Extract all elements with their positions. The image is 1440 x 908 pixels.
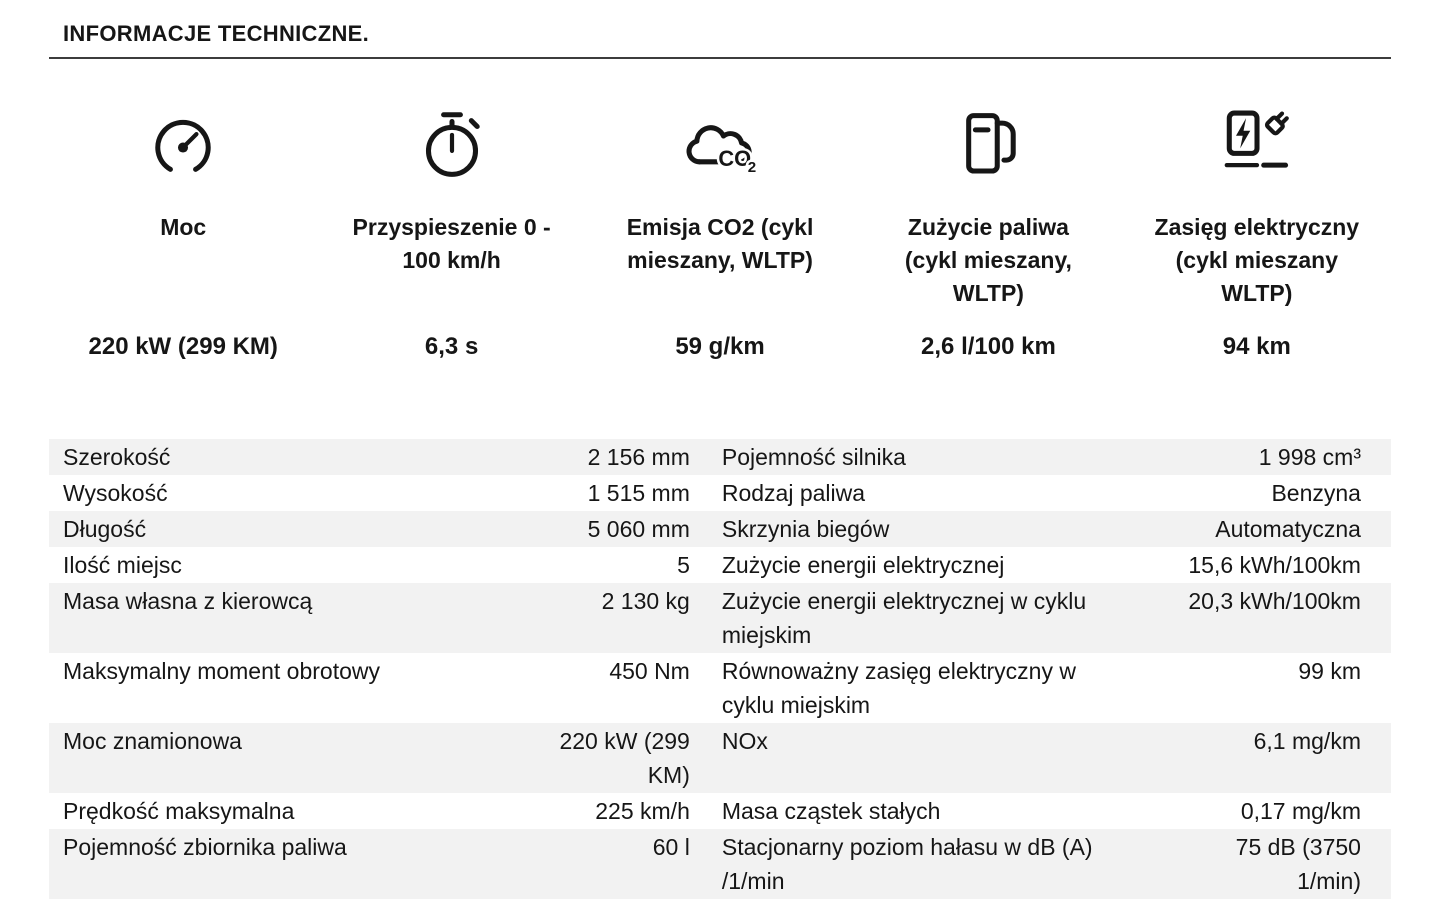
highlight-co2: CO 2 Emisja CO2 (cykl mieszany, WLTP) 59… bbox=[586, 103, 854, 361]
spec-row: Prędkość maksymalna 225 km/h Masa cząste… bbox=[49, 793, 1391, 829]
spec-row: Szerokość 2 156 mm Pojemność silnika 1 9… bbox=[49, 439, 1391, 475]
stopwatch-icon bbox=[410, 103, 494, 187]
highlight-value: 94 km bbox=[1222, 333, 1291, 360]
spec-value: 6,1 mg/km bbox=[1253, 728, 1361, 754]
highlight-value: 2,6 l/100 km bbox=[921, 333, 1056, 360]
spec-row: Moc znamionowa 220 kW (299 KM) NOx 6,1 m… bbox=[49, 723, 1391, 793]
highlight-label: Moc bbox=[160, 214, 207, 240]
co2-subscript: 2 bbox=[748, 159, 756, 176]
highlight-label: Emisja CO2 (cykl mieszany, WLTP) bbox=[626, 214, 814, 273]
spec-label: Wysokość bbox=[63, 480, 168, 506]
spec-label: Zużycie energii elektrycznej bbox=[721, 552, 1005, 578]
spec-value: 5 060 mm bbox=[587, 516, 690, 542]
spec-value: 2 130 kg bbox=[601, 588, 690, 614]
title-divider bbox=[49, 57, 1391, 59]
spec-row: Masa własna z kierowcą 2 130 kg Zużycie … bbox=[49, 583, 1391, 653]
spec-value: Automatyczna bbox=[1215, 516, 1361, 542]
spec-label: Masa cząstek stałych bbox=[721, 798, 941, 824]
spec-label: Pojemność silnika bbox=[721, 444, 906, 470]
spec-value: Benzyna bbox=[1271, 480, 1361, 506]
spec-row: Wysokość 1 515 mm Rodzaj paliwa Benzyna bbox=[49, 475, 1391, 511]
spec-value: EU6d bbox=[530, 900, 690, 908]
spec-row: Norma emisji spalin EU6d Hałas zewnętrzn… bbox=[49, 899, 1391, 908]
highlight-value: 220 kW (299 KM) bbox=[88, 333, 278, 360]
spec-label: Stacjonarny poziom hałasu w dB (A) /1/mi… bbox=[721, 834, 1093, 894]
spec-value: 75 dB (3750 1/min) bbox=[1235, 834, 1361, 894]
spec-label: Ilość miejsc bbox=[63, 552, 182, 578]
spec-value: 1 998 cm³ bbox=[1258, 444, 1361, 470]
spec-label: Moc znamionowa bbox=[63, 728, 242, 754]
spec-label: Pojemność zbiornika paliwa bbox=[63, 834, 347, 860]
spec-label: Maksymalny moment obrotowy bbox=[63, 658, 380, 684]
highlights-row: Moc 220 kW (299 KM) Przyspieszenie 0 - 1… bbox=[49, 103, 1391, 361]
spec-label: Prędkość maksymalna bbox=[63, 798, 295, 824]
ev-charger-icon bbox=[1215, 103, 1299, 187]
spec-row: Maksymalny moment obrotowy 450 Nm Równow… bbox=[49, 653, 1391, 723]
spec-label: Norma emisji spalin bbox=[63, 900, 530, 908]
co2-text: CO bbox=[718, 146, 751, 171]
highlight-acceleration: Przyspieszenie 0 - 100 km/h 6,3 s bbox=[317, 103, 585, 361]
highlight-value: 59 g/km bbox=[675, 333, 765, 360]
spec-value: 2 156 mm bbox=[587, 444, 690, 470]
spec-label: Hałas zewnętrzny dB(A) bbox=[722, 900, 979, 908]
spec-label: Rodzaj paliwa bbox=[721, 480, 866, 506]
spec-row: Pojemność zbiornika paliwa 60 l Stacjona… bbox=[49, 829, 1391, 899]
co2-cloud-icon: CO 2 bbox=[678, 103, 762, 187]
spec-value: 1 515 mm bbox=[587, 480, 690, 506]
spec-value: 0,17 mg/km bbox=[1240, 798, 1361, 824]
spec-table: Szerokość 2 156 mm Pojemność silnika 1 9… bbox=[49, 439, 1391, 908]
highlight-label: Zasięg elektryczny (cykl mieszany WLTP) bbox=[1154, 214, 1360, 306]
spec-value: 20,3 kWh/100km bbox=[1188, 588, 1361, 614]
spec-row: Długość 5 060 mm Skrzynia biegów Automat… bbox=[49, 511, 1391, 547]
speedometer-icon bbox=[141, 103, 225, 187]
spec-value: 220 kW (299 KM) bbox=[559, 728, 690, 788]
highlight-value: 6,3 s bbox=[424, 333, 479, 360]
spec-value: 65 dB bbox=[1171, 900, 1361, 908]
fuel-pump-icon bbox=[946, 103, 1030, 187]
spec-value: 99 km bbox=[1298, 658, 1361, 684]
highlight-label: Zużycie paliwa (cykl mieszany, WLTP) bbox=[904, 214, 1072, 306]
spec-value: 225 km/h bbox=[595, 798, 690, 824]
highlight-power: Moc 220 kW (299 KM) bbox=[49, 103, 317, 361]
page-title: INFORMACJE TECHNICZNE. bbox=[63, 21, 370, 46]
spec-label: Długość bbox=[63, 516, 147, 542]
spec-label: Równoważny zasięg elektryczny w cyklu mi… bbox=[721, 658, 1076, 718]
spec-label: Zużycie energii elektrycznej w cyklu mie… bbox=[721, 588, 1087, 648]
spec-label: Skrzynia biegów bbox=[721, 516, 890, 542]
page-header: INFORMACJE TECHNICZNE. bbox=[49, 22, 1391, 59]
spec-row: Ilość miejsc 5 Zużycie energii elektrycz… bbox=[49, 547, 1391, 583]
highlight-fuel: Zużycie paliwa (cykl mieszany, WLTP) 2,6… bbox=[854, 103, 1122, 361]
spec-value: 5 bbox=[677, 552, 690, 578]
highlight-label: Przyspieszenie 0 - 100 km/h bbox=[352, 214, 551, 273]
spec-value: 450 Nm bbox=[609, 658, 690, 684]
spec-value: 15,6 kWh/100km bbox=[1188, 552, 1361, 578]
spec-label: Masa własna z kierowcą bbox=[63, 588, 313, 614]
spec-value: 60 l bbox=[652, 834, 690, 860]
highlight-range: Zasięg elektryczny (cykl mieszany WLTP) … bbox=[1123, 103, 1391, 361]
spec-label: NOx bbox=[721, 728, 768, 754]
spec-label: Szerokość bbox=[63, 444, 171, 470]
